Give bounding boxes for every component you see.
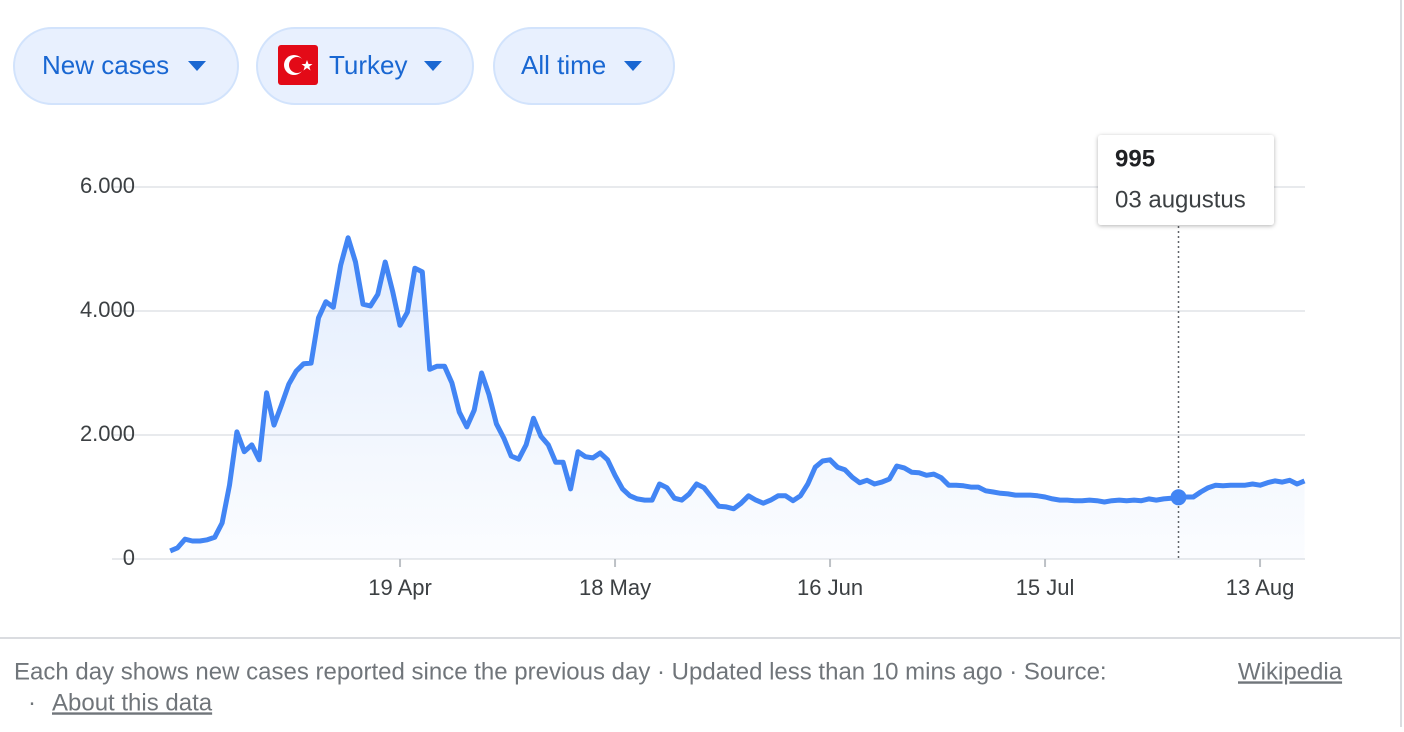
- tooltip-value: 995: [1115, 145, 1155, 172]
- x-tick-label: 18 May: [579, 575, 651, 600]
- y-tick-label: 6.000: [80, 173, 135, 198]
- y-tick-label: 0: [123, 545, 135, 570]
- chip-metric[interactable]: New cases: [13, 27, 239, 105]
- about-link[interactable]: About this data: [52, 689, 213, 716]
- x-tick-label: 19 Apr: [368, 575, 432, 600]
- chip-country[interactable]: Turkey: [256, 27, 474, 105]
- flag-crescent: [289, 57, 305, 73]
- flag-star: [301, 60, 313, 71]
- footer-text: Each day shows new cases reported since …: [14, 658, 1107, 685]
- tooltip-date: 03 augustus: [1115, 186, 1246, 213]
- y-tick-label: 4.000: [80, 297, 135, 322]
- area: [170, 237, 1305, 560]
- line: [169, 235, 1306, 554]
- chip-range[interactable]: All time: [493, 27, 675, 105]
- x-tick-label: 16 Jun: [797, 575, 863, 600]
- dropdown-arrow[interactable]: [624, 61, 642, 71]
- chip-label[interactable]: New cases: [42, 50, 169, 80]
- separator: ·: [28, 689, 36, 716]
- chip-label[interactable]: All time: [521, 50, 606, 80]
- chip-bg[interactable]: [493, 27, 675, 105]
- hover-point: [1170, 489, 1187, 506]
- chip-label[interactable]: Turkey: [329, 50, 408, 80]
- source-link[interactable]: Wikipedia: [1238, 658, 1343, 685]
- dropdown-arrow[interactable]: [424, 61, 442, 71]
- tooltip: [1098, 135, 1274, 225]
- dropdown-arrow[interactable]: [188, 61, 206, 71]
- x-tick-label: 15 Jul: [1016, 575, 1075, 600]
- y-tick-label: 2.000: [80, 421, 135, 446]
- x-tick-label: 13 Aug: [1226, 575, 1295, 600]
- chart: 0 2.000 4.000 6.000 19 Apr 18 May 16 Jun 15 Jul…: [80, 135, 1306, 600]
- chip-bg[interactable]: [13, 27, 239, 105]
